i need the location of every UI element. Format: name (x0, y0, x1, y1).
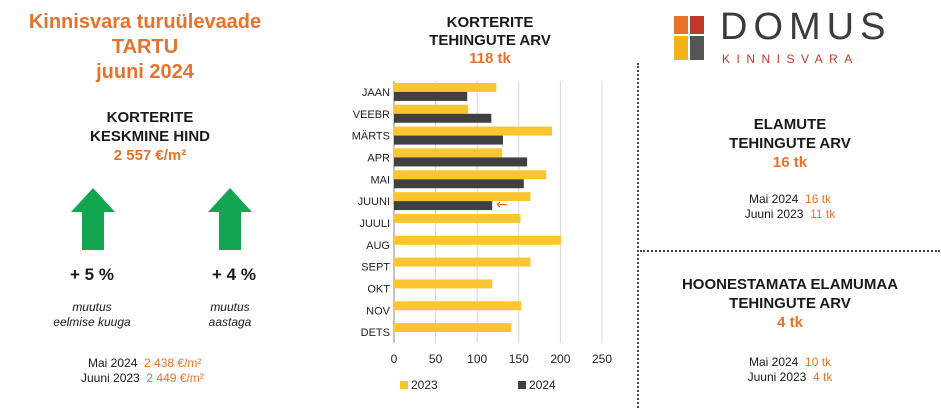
legend-swatch-2023 (400, 381, 408, 389)
monthly-caption-line-2: eelmise kuuga (53, 315, 131, 329)
horizontal-divider (640, 250, 940, 252)
avg-price-block: KORTERITE KESKMINE HIND 2 557 €/m² (60, 108, 240, 165)
bar-2023-apr (394, 148, 503, 158)
price-comparison-value: 2 449 €/m² (146, 371, 204, 385)
yearly-caption-line-2: aastaga (208, 315, 252, 329)
yearly-up-arrow-icon (208, 188, 252, 250)
avg-price-value: 2 557 €/m² (113, 147, 187, 164)
category-label: NOV (366, 305, 391, 317)
bar-2024-jaan (394, 91, 468, 101)
category-label: MAI (370, 174, 390, 186)
price-comparison-value: 2 438 €/m² (144, 356, 202, 370)
monthly-change-value: + 5 % (70, 265, 114, 284)
land-comparison-value: 4 tk (813, 370, 833, 384)
legend-label-2023: 2023 (411, 378, 438, 392)
category-label: SEPT (361, 262, 390, 274)
land-comparison-row: Mai 2024 10 tk (660, 355, 920, 370)
land-value: 4 tk (777, 314, 803, 331)
transactions-bar-chart: 0 50 100 150 200 250 JAAN VEEBR MÄRTS APR MAI JUUNI… (352, 81, 612, 392)
avg-price-label-2: KESKMINE HIND (89, 128, 210, 145)
chart-heading: KORTERITE TEHINGUTE ARV 118 tk (400, 14, 580, 68)
bar-2023-juuni (394, 192, 531, 202)
category-label: APR (367, 152, 390, 164)
legend-swatch-2024 (518, 381, 526, 389)
chart-heading-line-1: KORTERITE (446, 14, 534, 31)
logo-subtitle: KINNISVARA (722, 52, 859, 66)
land-label-1: HOONESTAMATA ELAMUMAA (681, 276, 899, 293)
category-label: MÄRTS (352, 131, 390, 143)
monthly-up-arrow-icon (71, 188, 115, 250)
highlight-arrow-icon: ← (496, 197, 508, 213)
land-comparison-label: Juuni 2023 (747, 370, 807, 384)
bar-2023-okt (394, 279, 493, 289)
bar-2023-aug (394, 235, 562, 245)
monthly-change-caption: muutus eelmise kuuga (27, 300, 157, 330)
land-block: HOONESTAMATA ELAMUMAA TEHINGUTE ARV 4 tk (650, 275, 930, 332)
logo-mark-icon (674, 16, 704, 60)
bar-2023-juuli (394, 213, 521, 223)
category-label: VEEBR (353, 109, 390, 121)
bar-2024-mai (394, 179, 524, 189)
report-title: Kinnisvara turuülevaade TARTU juuni 2024 (20, 10, 270, 85)
bar-2023-sept (394, 257, 531, 267)
title-line-2: TARTU (111, 36, 179, 58)
houses-comparison-value: 11 tk (810, 207, 836, 221)
title-line-3: juuni 2024 (96, 61, 194, 83)
domus-logo: DOMUS KINNISVARA (662, 6, 932, 70)
price-comparison-label: Juuni 2023 (81, 371, 140, 385)
bar-2024-veebr (394, 113, 492, 123)
houses-value: 16 tk (772, 154, 808, 171)
price-comparison-row-1: Mai 2024 2 438 €/m² (88, 356, 201, 371)
category-label: JUULI (359, 218, 390, 230)
land-comparisons: Mai 2024 10 tk Juuni 2023 4 tk (660, 355, 920, 385)
x-tick-label: 200 (550, 352, 570, 366)
x-tick-label: 150 (509, 352, 529, 366)
category-label: AUG (366, 240, 390, 252)
bar-2023-mai (394, 170, 547, 180)
price-comparison-row-2: Juuni 2023 2 449 €/m² (81, 371, 204, 386)
vertical-divider (637, 63, 639, 408)
houses-block: ELAMUTE TEHINGUTE ARV 16 tk (660, 115, 920, 172)
chart-heading-line-2: TEHINGUTE ARV (429, 32, 551, 49)
houses-label-1: ELAMUTE (753, 116, 827, 133)
houses-comparison-row: Mai 2024 16 tk (660, 192, 920, 207)
category-label: DETS (361, 327, 390, 339)
x-tick-label: 250 (592, 352, 612, 366)
bar-2023-veebr (394, 104, 469, 114)
land-comparison-label: Mai 2024 (748, 355, 799, 369)
x-tick-label: 50 (429, 352, 443, 366)
bar-2023-märts (394, 126, 553, 136)
land-label-2: TEHINGUTE ARV (729, 295, 851, 312)
logo-word: DOMUS (720, 6, 892, 48)
land-comparison-value: 10 tk (805, 355, 832, 369)
houses-comparison-row: Juuni 2023 11 tk (660, 207, 920, 222)
houses-label-2: TEHINGUTE ARV (729, 135, 851, 152)
chart-heading-value: 118 tk (469, 50, 511, 67)
category-label: OKT (367, 283, 390, 295)
houses-comparison-value: 16 tk (805, 192, 832, 206)
legend-label-2024: 2024 (529, 378, 556, 392)
bar-2023-jaan (394, 82, 497, 92)
houses-comparison-label: Juuni 2023 (744, 207, 804, 221)
bar-2024-apr (394, 157, 528, 167)
houses-comparisons: Mai 2024 16 tk Juuni 2023 11 tk (660, 192, 920, 222)
x-tick-label: 0 (391, 352, 398, 366)
houses-comparison-label: Mai 2024 (748, 192, 799, 206)
bar-2024-märts (394, 135, 503, 145)
title-line-1: Kinnisvara turuülevaade (28, 11, 262, 33)
price-comparison-label: Mai 2024 (88, 356, 138, 370)
yearly-change-value: + 4 % (212, 265, 256, 284)
bar-2023-nov (394, 301, 522, 311)
yearly-caption-line-1: muutus (210, 300, 250, 314)
avg-price-label-1: KORTERITE (106, 109, 194, 126)
bar-2023-dets (394, 323, 512, 333)
yearly-change-caption: muutus aastaga (165, 300, 295, 330)
x-tick-label: 100 (467, 352, 487, 366)
category-label: JAAN (362, 87, 390, 99)
category-label: JUUNI (358, 196, 390, 208)
monthly-caption-line-1: muutus (72, 300, 112, 314)
bar-2024-juuni (394, 201, 493, 211)
land-comparison-row: Juuni 2023 4 tk (660, 370, 920, 385)
